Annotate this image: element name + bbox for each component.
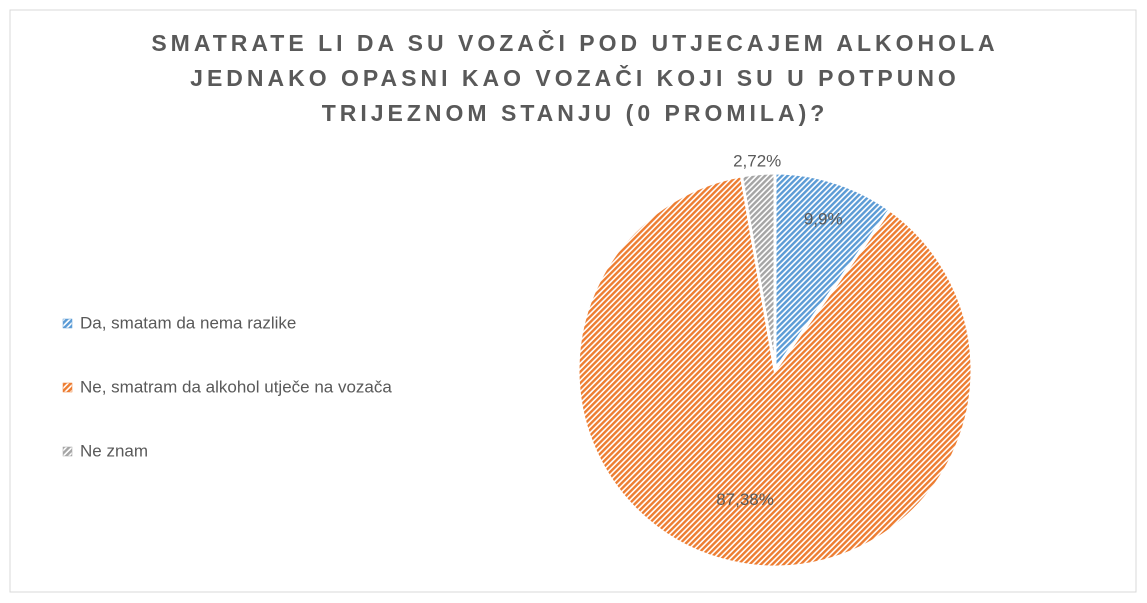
pie-slice — [739, 171, 777, 371]
legend-label: Da, smatam da nema razlike — [80, 313, 296, 332]
pie-slice — [773, 171, 892, 375]
data-label: 9,9% — [804, 209, 843, 228]
pie-slice — [576, 174, 974, 569]
chart-title: SMATRATE LI DA SU VOZAČI POD UTJECAJEM A… — [151, 30, 999, 126]
data-label: 87,38% — [716, 490, 774, 509]
legend-label: Ne, smatram da alkohol utječe na vozača — [80, 377, 392, 396]
legend-swatch — [62, 318, 73, 329]
legend-swatch — [62, 446, 73, 457]
legend-swatch — [62, 382, 73, 393]
legend-label: Ne znam — [80, 441, 148, 460]
data-label: 2,72% — [733, 151, 781, 170]
chart-frame — [9, 9, 1137, 593]
